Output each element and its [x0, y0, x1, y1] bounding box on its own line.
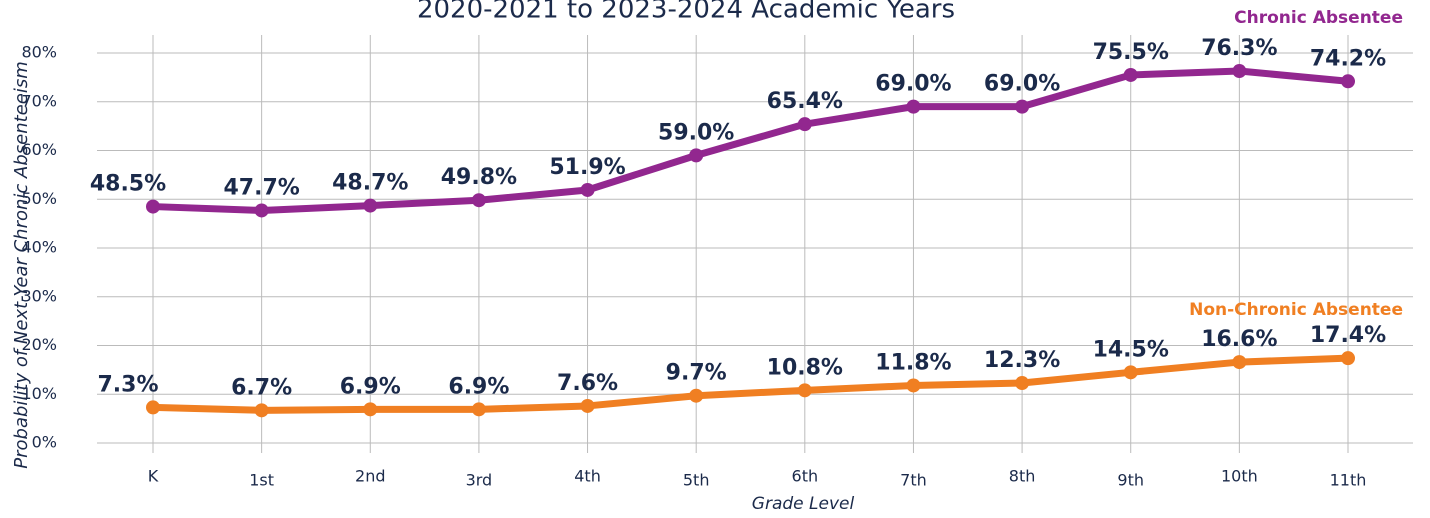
y-tick-label: 0% [32, 433, 57, 452]
legend-label: Chronic Absentee [1234, 8, 1403, 28]
data-point [1015, 99, 1030, 114]
series-line [152, 354, 1349, 414]
data-point [1341, 74, 1355, 89]
x-tick-label: 8th [1009, 467, 1036, 486]
data-point [471, 193, 486, 208]
data-label: 17.4% [1310, 323, 1386, 348]
data-point [254, 403, 269, 418]
data-point [146, 199, 160, 214]
data-point [146, 400, 160, 415]
x-tick-label: 3rd [466, 471, 493, 490]
data-point [363, 198, 378, 213]
x-tick-label: 4th [574, 467, 601, 486]
data-point [797, 117, 812, 132]
data-label: 6.9% [340, 374, 401, 399]
data-label: 48.5% [90, 172, 166, 197]
x-tick-label: 1st [249, 471, 274, 490]
data-label: 6.9% [448, 374, 509, 399]
x-tick-label: 5th [683, 471, 710, 490]
data-point [797, 383, 812, 398]
y-axis-label: Probability of Next-Year Chronic Absente… [11, 61, 32, 468]
data-label: 7.6% [557, 371, 618, 396]
data-label: 65.4% [767, 89, 843, 114]
data-label: 76.3% [1201, 36, 1277, 61]
data-label: 51.9% [549, 155, 625, 180]
data-point [689, 388, 704, 403]
y-tick-label: 80% [21, 43, 57, 62]
data-point [471, 402, 486, 417]
x-tick-label: 9th [1117, 471, 1144, 490]
x-tick-label: K [148, 467, 159, 486]
data-label: 7.3% [97, 372, 158, 397]
data-point [906, 378, 921, 393]
y-tick-label: 50% [21, 189, 57, 208]
data-label: 69.0% [984, 72, 1060, 97]
data-label: 11.8% [875, 350, 951, 375]
data-point [1232, 355, 1247, 370]
x-tick-label: 6th [792, 467, 819, 486]
y-tick-label: 60% [21, 140, 57, 159]
data-point [1123, 365, 1138, 380]
x-tick-label: 11th [1330, 471, 1367, 490]
data-point [689, 148, 704, 163]
data-label: 12.3% [984, 348, 1060, 373]
data-label: 10.8% [767, 355, 843, 380]
x-tick-label: 2nd [355, 467, 385, 486]
series-line [152, 67, 1349, 214]
data-point [1341, 351, 1355, 366]
data-point [906, 99, 921, 114]
data-label: 69.0% [875, 72, 951, 97]
data-point [254, 203, 269, 218]
data-point [1232, 64, 1247, 79]
data-point [580, 398, 595, 413]
data-label: 14.5% [1093, 337, 1169, 362]
y-tick-label: 20% [21, 335, 57, 354]
y-tick-label: 30% [21, 286, 57, 305]
legend-label: Non-Chronic Absentee [1189, 300, 1403, 320]
data-point [1015, 376, 1030, 391]
data-point [580, 182, 595, 197]
y-tick-label: 40% [21, 238, 57, 257]
data-label: 59.0% [658, 120, 734, 145]
data-label: 48.7% [332, 171, 408, 196]
y-tick-label: 10% [21, 384, 57, 403]
chart-title: 2020-2021 to 2023-2024 Academic Years [417, 0, 955, 25]
data-label: 75.5% [1093, 40, 1169, 65]
data-label: 6.7% [231, 375, 292, 400]
data-label: 16.6% [1201, 327, 1277, 352]
data-label: 49.8% [441, 165, 517, 190]
x-tick-label: 7th [900, 471, 927, 490]
data-label: 9.7% [666, 361, 727, 386]
x-tick-label: 10th [1221, 467, 1258, 486]
y-tick-label: 70% [21, 91, 57, 110]
data-label: 74.2% [1310, 46, 1386, 71]
data-point [363, 402, 378, 417]
data-point [1123, 67, 1138, 82]
data-label: 47.7% [223, 175, 299, 200]
x-axis-label: Grade Level [752, 494, 855, 514]
